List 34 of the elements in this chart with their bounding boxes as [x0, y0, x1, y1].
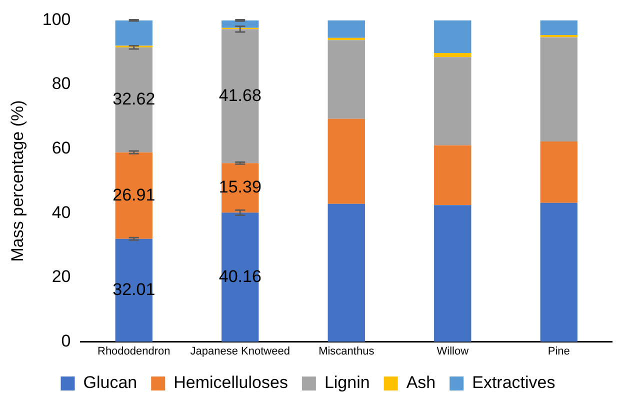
- y-tick-label: 40: [52, 202, 71, 222]
- y-tick-label: 60: [52, 138, 71, 158]
- bar: [540, 141, 578, 203]
- legend-label: Ash: [406, 373, 436, 392]
- bar: [328, 40, 365, 119]
- data-label: 32.62: [112, 90, 156, 109]
- bar: [115, 47, 152, 152]
- x-tick-label: Japanese Knotweed: [190, 345, 290, 358]
- legend-label: Glucan: [83, 373, 138, 392]
- bar: [328, 20, 365, 38]
- bar: [434, 145, 472, 206]
- bar: [115, 20, 152, 46]
- bar: [434, 57, 472, 146]
- bar: [328, 204, 365, 342]
- bar: [434, 53, 472, 58]
- y-tick-label: 80: [52, 74, 71, 94]
- bar: [540, 202, 578, 342]
- legend-label: Extractives: [472, 373, 556, 392]
- bar: [328, 118, 365, 204]
- legend-label: Lignin: [324, 373, 370, 392]
- x-tick-label: Pine: [548, 345, 570, 358]
- legend-label: Hemicelluloses: [174, 373, 288, 392]
- y-tick-label: 0: [61, 331, 71, 350]
- bar: [540, 37, 578, 142]
- x-tick-label: Miscanthus: [318, 345, 375, 358]
- bar: [434, 205, 472, 342]
- y-tick-label: 100: [42, 10, 71, 29]
- data-label: 41.68: [218, 86, 262, 105]
- x-tick-label: Rhododendron: [97, 345, 170, 358]
- x-tick-label: Willow: [436, 345, 469, 358]
- bar: [540, 20, 578, 35]
- y-tick-label: 20: [52, 267, 71, 286]
- y-axis-title: Mass percentage (%): [8, 100, 27, 262]
- bar: [434, 20, 472, 54]
